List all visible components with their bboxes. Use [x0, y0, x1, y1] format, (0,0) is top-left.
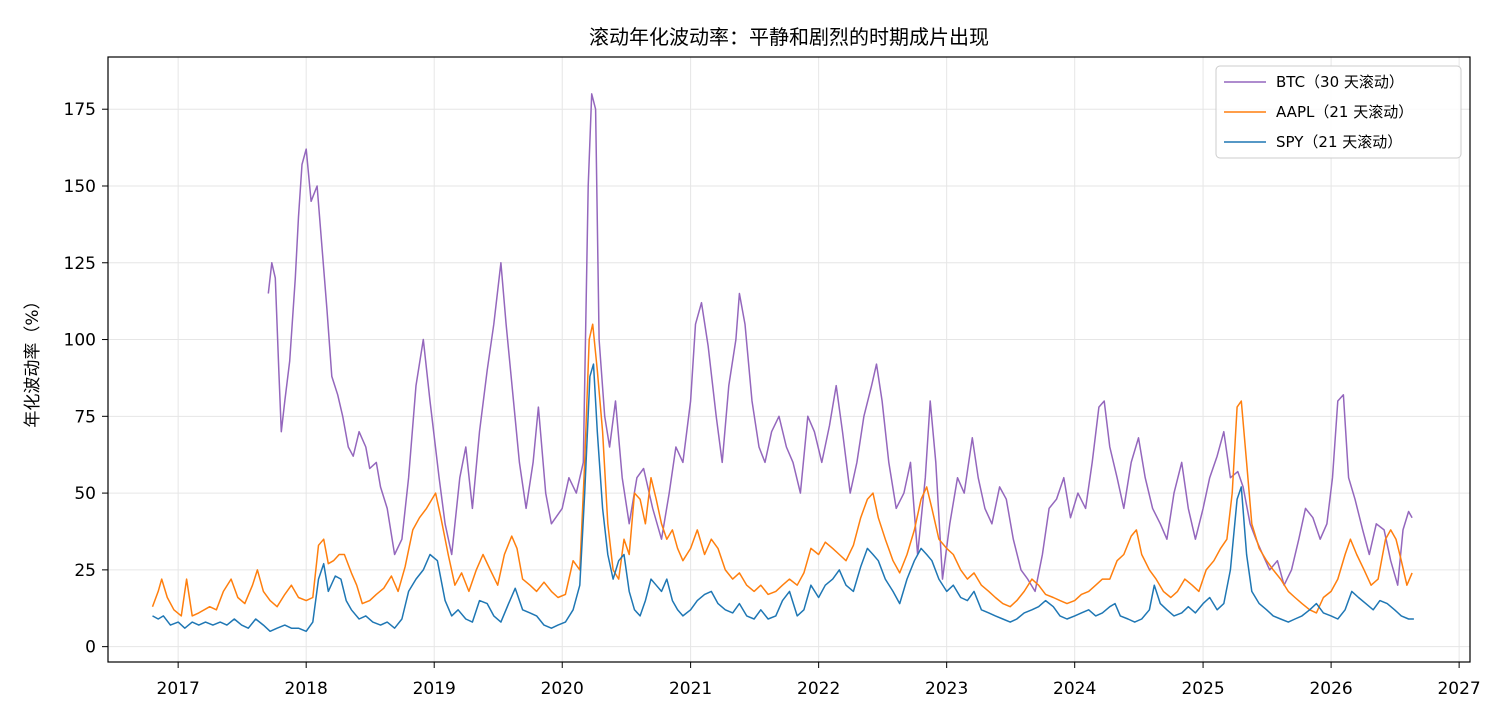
legend-label-0: BTC（30 天滚动） [1276, 73, 1404, 91]
legend-label-1: AAPL（21 天滚动） [1276, 103, 1413, 121]
x-tick-label: 2022 [797, 679, 840, 699]
series-line-0 [267, 93, 1413, 593]
x-tick-label: 2018 [285, 679, 328, 699]
series-lines [151, 93, 1414, 633]
y-tick-label: 75 [74, 407, 96, 427]
x-tick-label: 2019 [413, 679, 456, 699]
y-tick-label: 25 [74, 561, 96, 581]
series-line-2 [152, 363, 1414, 633]
x-tick-label: 2026 [1309, 679, 1352, 699]
series-line-1 [151, 323, 1413, 617]
x-tick-label: 2027 [1437, 679, 1480, 699]
x-tick-label: 2023 [925, 679, 968, 699]
grid-lines [108, 57, 1470, 662]
y-tick-label: 0 [85, 638, 96, 658]
y-tick-label: 50 [74, 484, 96, 504]
x-tick-label: 2021 [669, 679, 712, 699]
y-tick-label: 175 [64, 100, 96, 120]
axes: 0 25 50 75 100 125 150 175 2017 2018 2019 2020 2021 2… [64, 100, 1481, 699]
plot-frame [107, 56, 1471, 663]
y-tick-label: 100 [64, 331, 96, 351]
y-axis-label: 年化波动率（%） [23, 292, 43, 427]
x-tick-label: 2024 [1053, 679, 1096, 699]
x-tick-label: 2025 [1181, 679, 1224, 699]
x-tick-label: 2020 [541, 679, 584, 699]
y-tick-label: 125 [64, 254, 96, 274]
chart-title: 滚动年化波动率：平静和剧烈的时期成片出现 [589, 25, 989, 49]
legend-box [1215, 65, 1462, 159]
legend: BTC（30 天滚动） AAPL（21 天滚动） SPY（21 天滚动） [1215, 65, 1462, 159]
x-tick-label: 2017 [157, 679, 200, 699]
y-tick-label: 150 [64, 177, 96, 197]
legend-label-2: SPY（21 天滚动） [1276, 133, 1402, 151]
